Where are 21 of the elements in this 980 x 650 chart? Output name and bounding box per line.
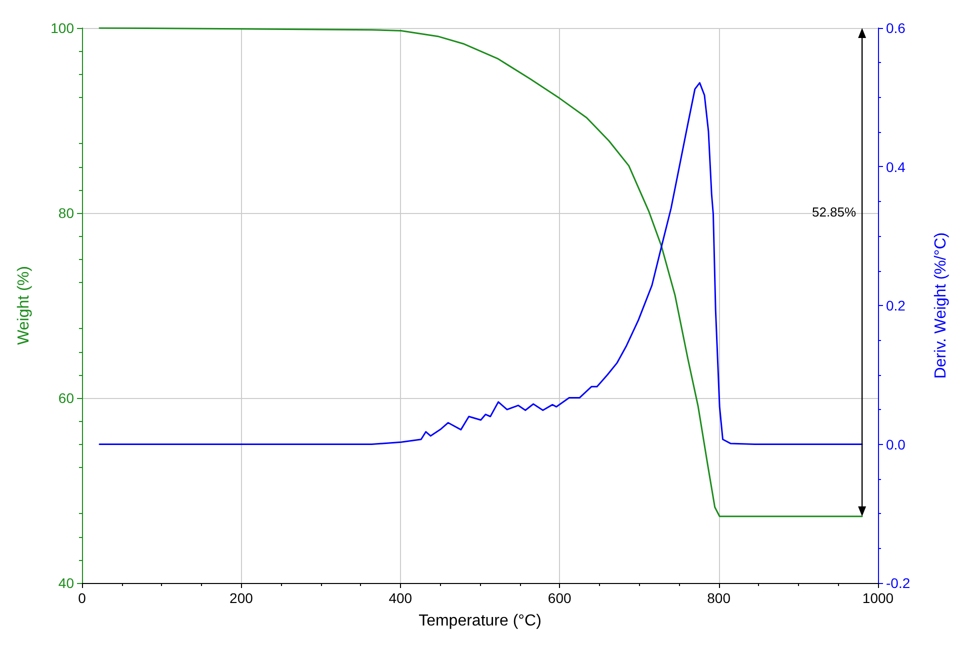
y-tick-label: 100: [50, 20, 74, 36]
x-axis-title: Temperature (°C): [418, 612, 542, 630]
y-tick-label: 80: [58, 205, 74, 221]
x-tick-label: 800: [707, 590, 731, 606]
line-series: [98, 82, 863, 445]
y2-tick-label: 0.2: [886, 298, 906, 314]
y2-axis-title: Deriv. Weight (%/°C): [932, 232, 950, 379]
y2-tick-label: 0.4: [886, 158, 906, 175]
y-tick-label: 40: [58, 575, 74, 591]
x-tick-label: 0: [78, 590, 86, 606]
y2-tick-label: -0.2: [886, 575, 910, 591]
y-axis-title: Weight (%): [16, 266, 32, 345]
annotation: 52.85%: [812, 204, 857, 220]
x-tick-label: 1000: [862, 590, 894, 606]
x-tick-label: 600: [548, 590, 572, 606]
y2-tick-label: 0.0: [886, 436, 906, 452]
x-tick-label: 200: [230, 590, 254, 606]
line-series: [98, 27, 863, 518]
y-tick-label: 60: [58, 390, 74, 406]
x-tick-label: 400: [388, 590, 412, 606]
y2-tick-label: 0.6: [886, 20, 906, 36]
